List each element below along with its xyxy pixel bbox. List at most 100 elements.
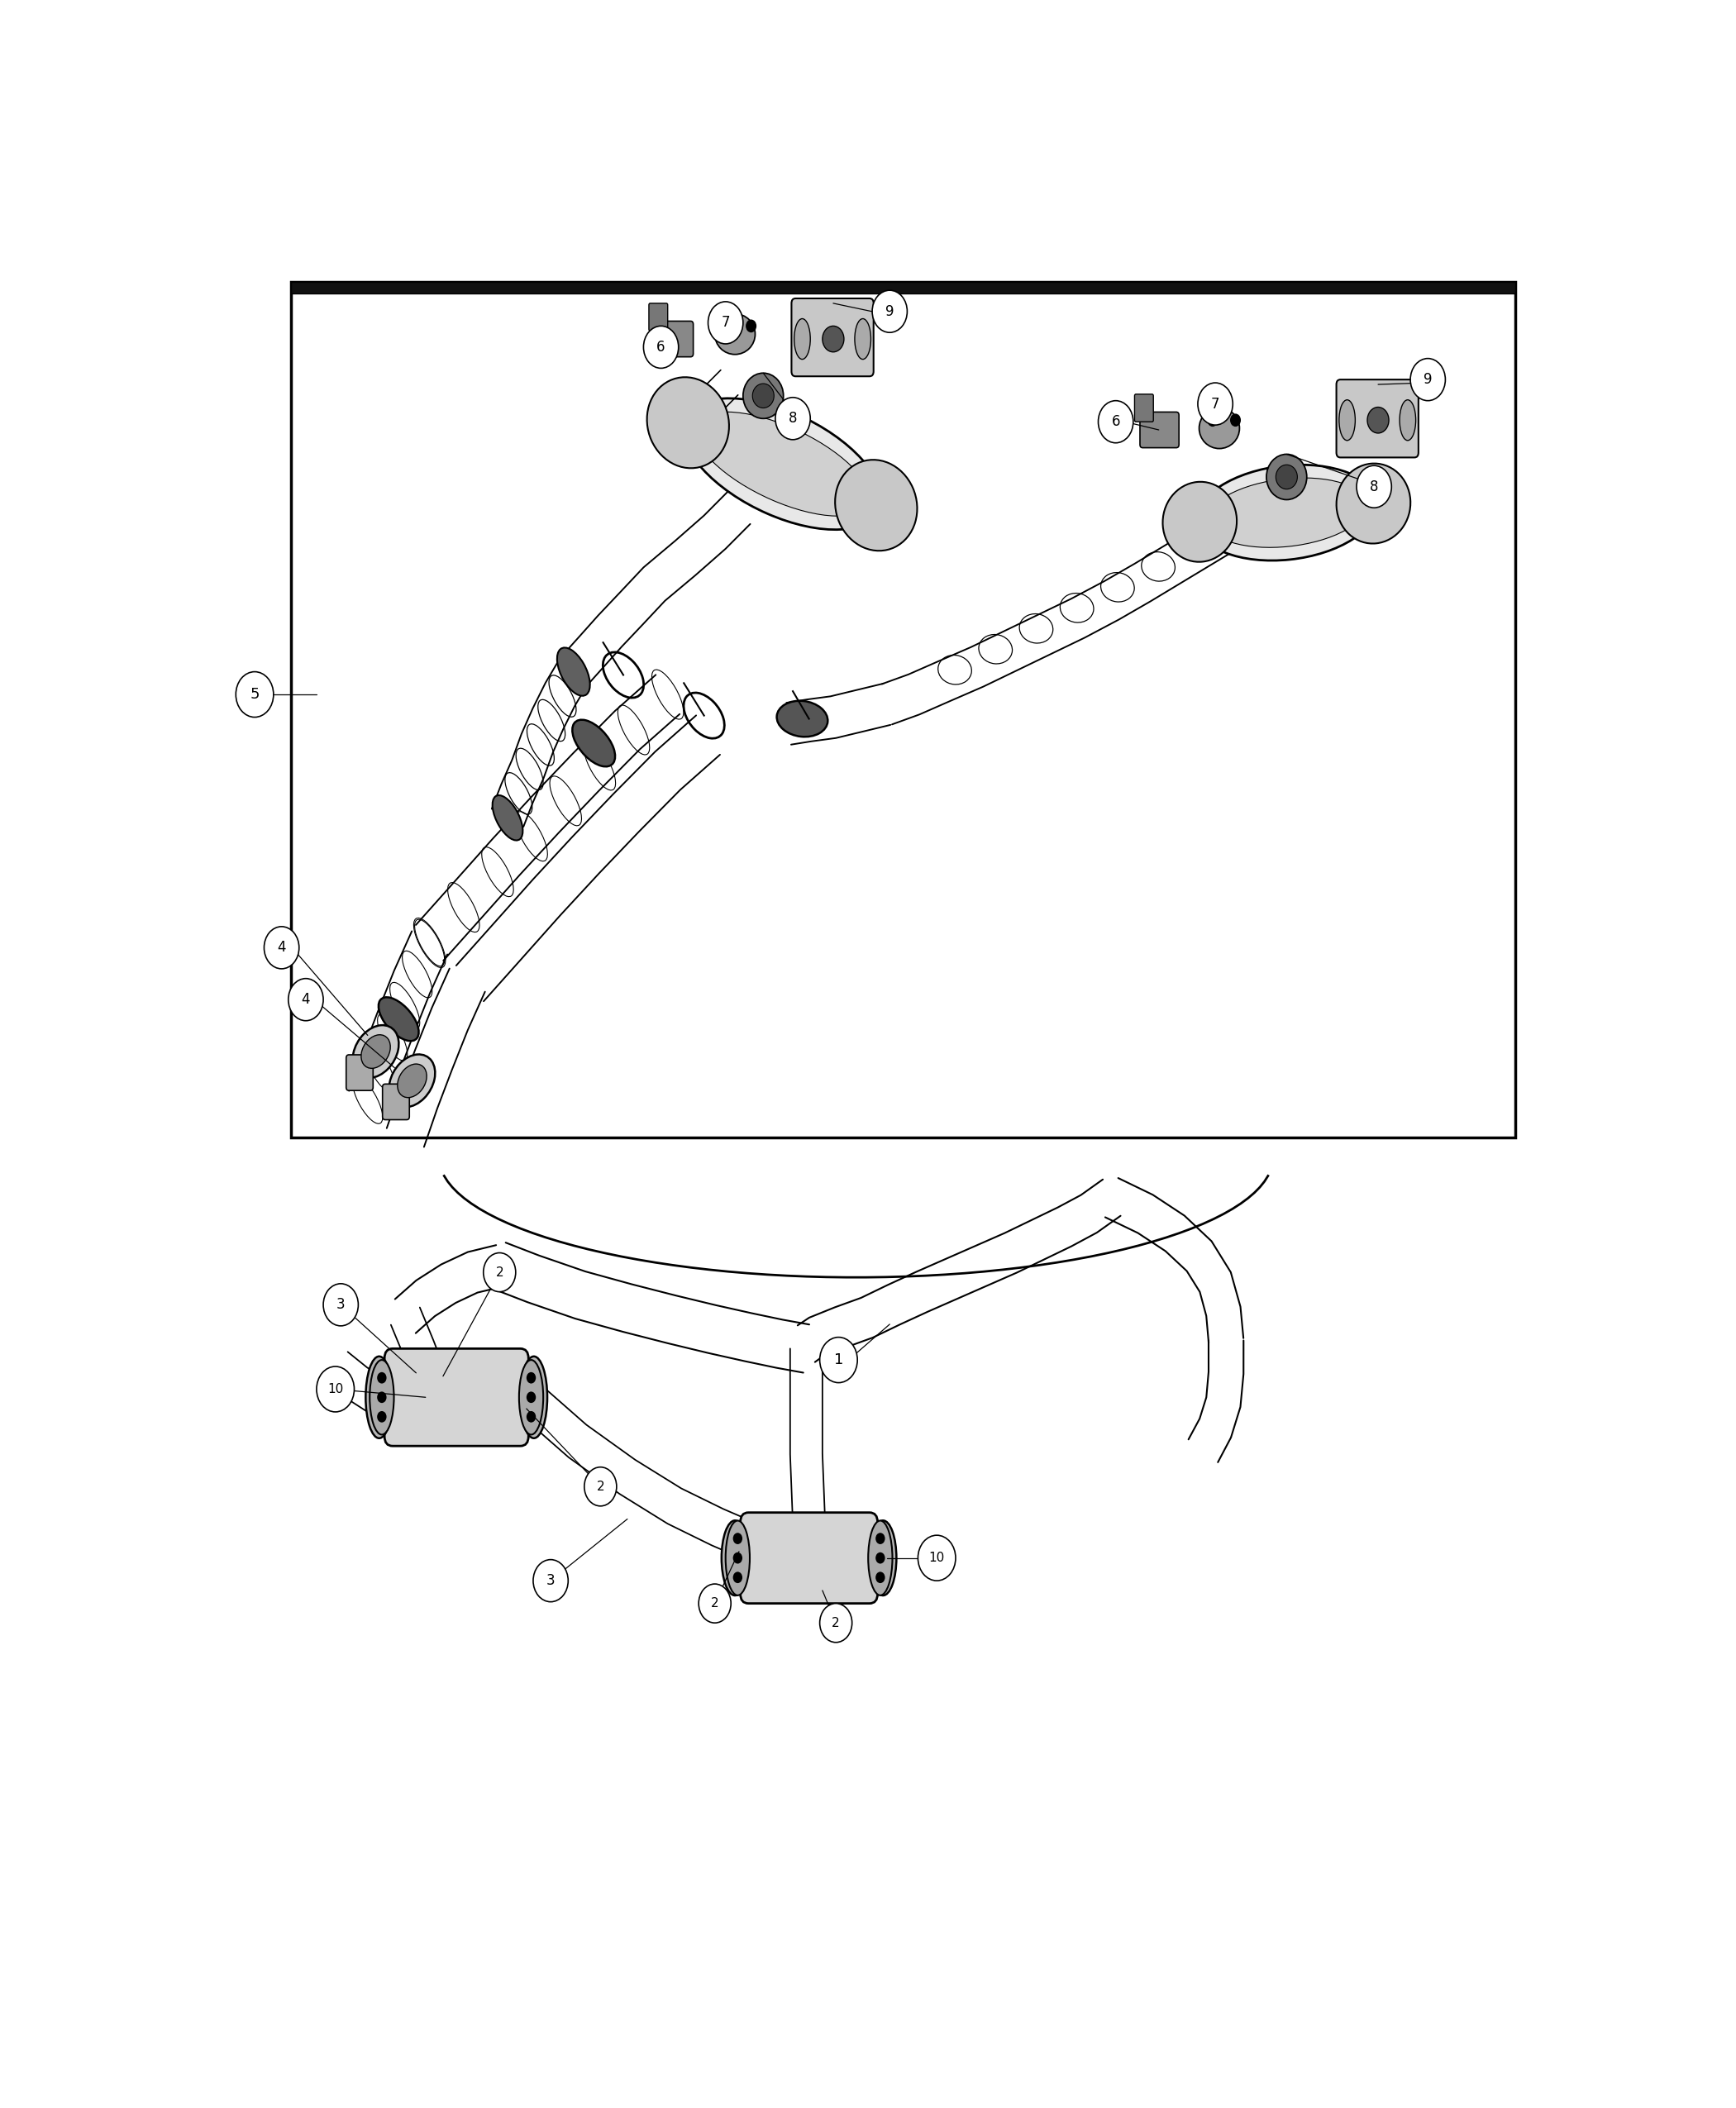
Ellipse shape [519,1360,543,1436]
FancyBboxPatch shape [649,304,668,331]
FancyBboxPatch shape [792,299,873,377]
Circle shape [1231,413,1241,426]
Circle shape [1207,413,1219,426]
Ellipse shape [868,1520,892,1596]
Circle shape [875,1533,885,1545]
Circle shape [875,1551,885,1564]
Ellipse shape [694,411,870,516]
Circle shape [316,1366,354,1412]
Circle shape [733,1573,743,1583]
Text: 6: 6 [656,339,665,354]
Text: 2: 2 [832,1617,840,1629]
Ellipse shape [1163,483,1236,563]
Text: 10: 10 [328,1383,344,1395]
Ellipse shape [557,647,590,696]
Circle shape [288,978,323,1020]
FancyBboxPatch shape [740,1514,878,1604]
Ellipse shape [835,460,917,550]
Ellipse shape [1399,401,1417,441]
Circle shape [871,291,908,333]
Ellipse shape [378,997,418,1041]
Ellipse shape [854,318,871,358]
FancyBboxPatch shape [384,1349,528,1446]
Circle shape [875,1573,885,1583]
FancyBboxPatch shape [1337,379,1418,457]
Circle shape [377,1410,387,1423]
Circle shape [526,1410,536,1423]
Circle shape [1410,358,1446,401]
Ellipse shape [1338,401,1356,441]
Ellipse shape [726,1520,750,1596]
Text: 7: 7 [1212,396,1220,411]
FancyBboxPatch shape [1135,394,1153,422]
Circle shape [733,1533,743,1545]
Circle shape [1198,384,1233,426]
Circle shape [1099,401,1134,443]
Ellipse shape [752,384,774,409]
Ellipse shape [1200,409,1240,449]
Text: 1: 1 [833,1353,844,1368]
FancyBboxPatch shape [345,1054,373,1090]
Text: 3: 3 [337,1296,345,1311]
Bar [292,282,1516,1138]
Ellipse shape [573,719,615,767]
Ellipse shape [682,398,882,529]
FancyBboxPatch shape [1141,411,1179,447]
Bar [292,282,1516,293]
Ellipse shape [776,700,828,738]
Circle shape [526,1372,536,1383]
Ellipse shape [389,1054,436,1107]
Circle shape [722,320,734,333]
Text: 9: 9 [1424,373,1432,388]
FancyBboxPatch shape [654,320,693,356]
Ellipse shape [870,1520,896,1596]
Ellipse shape [715,314,755,354]
Ellipse shape [1207,479,1366,548]
Circle shape [644,327,679,369]
Ellipse shape [521,1355,547,1438]
Text: 8: 8 [788,411,797,426]
Circle shape [585,1467,616,1505]
FancyBboxPatch shape [382,1084,410,1119]
Ellipse shape [793,318,811,358]
Text: 10: 10 [929,1551,944,1564]
Circle shape [746,320,757,333]
Circle shape [533,1560,568,1602]
Ellipse shape [361,1035,391,1069]
Ellipse shape [1337,464,1410,544]
Circle shape [819,1604,852,1642]
Circle shape [698,1583,731,1623]
Circle shape [1356,466,1392,508]
Text: 2: 2 [597,1480,604,1492]
Ellipse shape [722,1520,748,1596]
Ellipse shape [1196,464,1377,561]
Circle shape [236,672,274,717]
Ellipse shape [366,1355,392,1438]
Ellipse shape [370,1360,394,1436]
Text: 4: 4 [278,940,286,955]
Ellipse shape [648,377,729,468]
Circle shape [483,1252,516,1292]
Circle shape [918,1535,955,1581]
Circle shape [377,1372,387,1383]
Circle shape [526,1391,536,1404]
Circle shape [323,1284,358,1326]
Circle shape [733,1551,743,1564]
Text: 7: 7 [720,316,729,331]
Ellipse shape [1276,464,1297,489]
Ellipse shape [493,795,523,841]
Ellipse shape [1267,453,1307,500]
Circle shape [377,1391,387,1404]
Circle shape [776,398,811,441]
Circle shape [819,1336,858,1383]
Text: 9: 9 [885,304,894,318]
Ellipse shape [352,1024,399,1077]
Text: 4: 4 [302,993,311,1008]
Text: 6: 6 [1111,415,1120,430]
Circle shape [264,928,299,970]
Text: 5: 5 [250,687,259,702]
Ellipse shape [398,1065,427,1098]
Ellipse shape [743,373,783,419]
Text: 2: 2 [710,1598,719,1611]
Text: 8: 8 [1370,479,1378,493]
